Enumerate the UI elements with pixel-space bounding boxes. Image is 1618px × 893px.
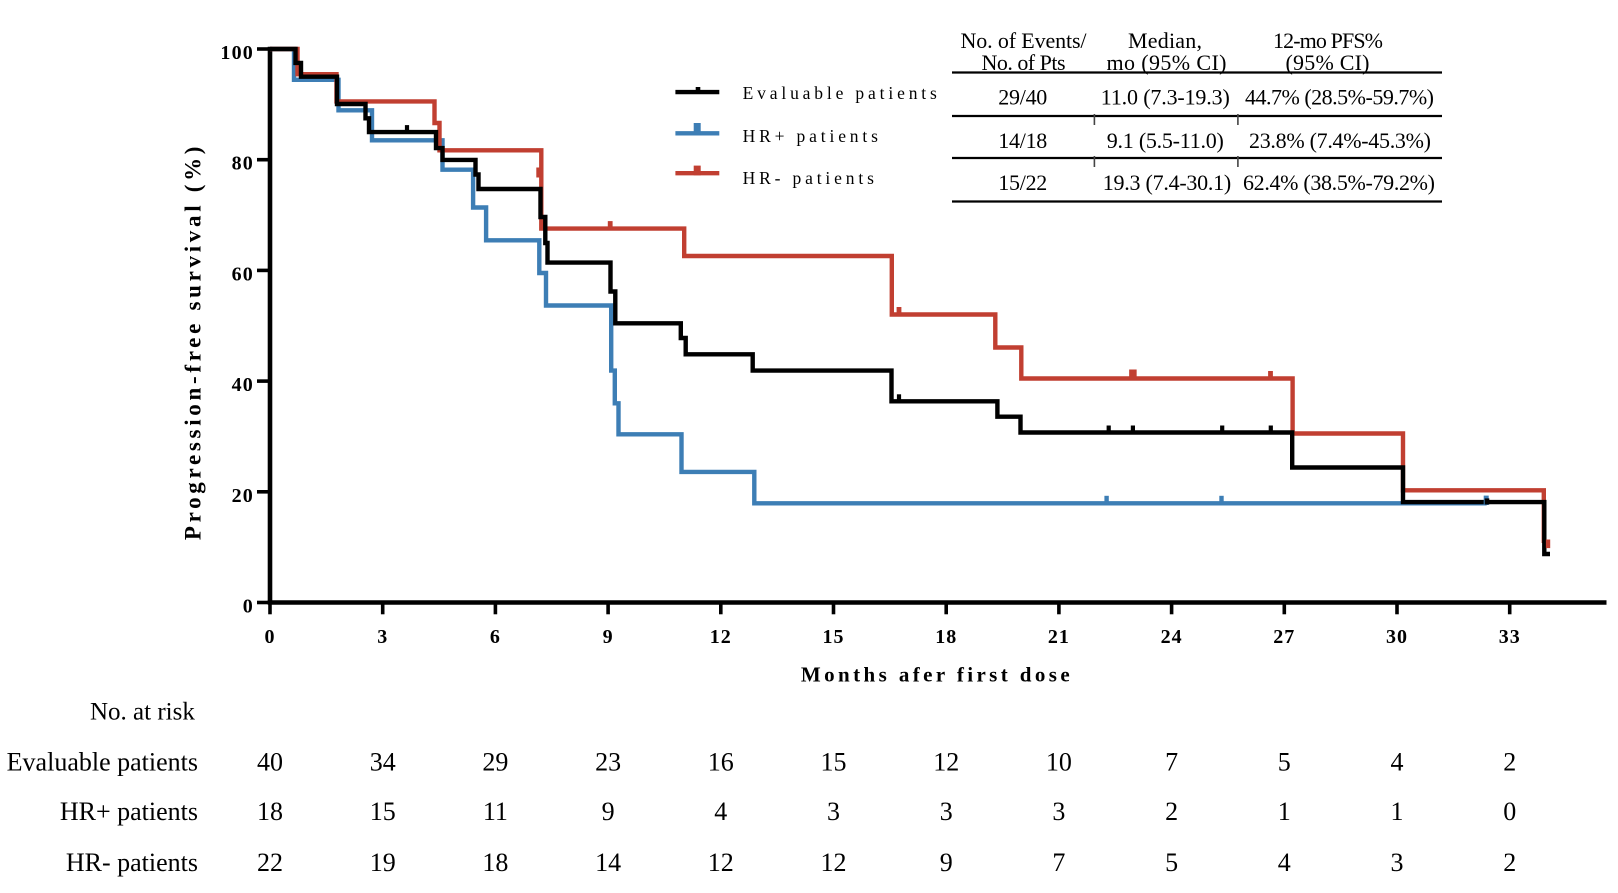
svg-text:19.3 (7.4-30.1): 19.3 (7.4-30.1) — [1103, 170, 1232, 195]
svg-text:100: 100 — [220, 42, 254, 64]
svg-text:18: 18 — [935, 626, 957, 648]
svg-text:15: 15 — [370, 797, 396, 826]
svg-text:16: 16 — [708, 748, 734, 777]
svg-text:5: 5 — [1278, 748, 1291, 777]
svg-text:1: 1 — [1278, 797, 1291, 826]
svg-text:18: 18 — [482, 848, 508, 877]
svg-text:No. at risk: No. at risk — [90, 699, 195, 726]
svg-text:18: 18 — [257, 797, 283, 826]
svg-text:15: 15 — [823, 626, 845, 648]
svg-text:29: 29 — [482, 748, 508, 777]
svg-text:HR- patients: HR- patients — [66, 848, 198, 877]
svg-text:9: 9 — [940, 848, 953, 877]
svg-text:9: 9 — [603, 626, 614, 648]
svg-text:23.8% (7.4%-45.3%): 23.8% (7.4%-45.3%) — [1249, 128, 1431, 153]
svg-text:Evaluable patients: Evaluable patients — [7, 748, 198, 777]
svg-text:No. of Events/: No. of Events/ — [961, 28, 1088, 53]
svg-text:HR+ patients: HR+ patients — [60, 797, 198, 826]
svg-text:7: 7 — [1052, 848, 1065, 877]
svg-text:0: 0 — [243, 596, 254, 618]
svg-text:12-mo PFS%: 12-mo PFS% — [1273, 28, 1383, 53]
svg-text:14/18: 14/18 — [998, 128, 1047, 153]
svg-text:0: 0 — [1503, 797, 1516, 826]
svg-text:HR- patients: HR- patients — [743, 168, 878, 188]
svg-text:10: 10 — [1046, 748, 1072, 777]
svg-text:27: 27 — [1273, 626, 1295, 648]
svg-text:5: 5 — [1165, 848, 1178, 877]
svg-text:6: 6 — [490, 626, 501, 648]
svg-text:Months afer first dose: Months afer first dose — [801, 663, 1073, 687]
svg-text:3: 3 — [827, 797, 840, 826]
svg-text:11.0 (7.3-19.3): 11.0 (7.3-19.3) — [1101, 85, 1230, 110]
svg-text:12: 12 — [821, 848, 847, 877]
svg-text:9.1 (5.5-11.0): 9.1 (5.5-11.0) — [1107, 128, 1224, 153]
svg-text:20: 20 — [232, 485, 254, 507]
svg-text:9: 9 — [602, 797, 615, 826]
svg-text:21: 21 — [1048, 626, 1070, 648]
svg-text:19: 19 — [370, 848, 396, 877]
svg-text:12: 12 — [710, 626, 732, 648]
svg-text:30: 30 — [1386, 626, 1408, 648]
svg-text:15/22: 15/22 — [998, 170, 1047, 195]
svg-text:Median,: Median, — [1128, 28, 1202, 53]
svg-text:23: 23 — [595, 748, 621, 777]
svg-text:3: 3 — [940, 797, 953, 826]
svg-text:12: 12 — [708, 848, 734, 877]
svg-text:Evaluable patients: Evaluable patients — [743, 83, 941, 103]
svg-text:HR+ patients: HR+ patients — [743, 126, 882, 146]
svg-text:33: 33 — [1499, 626, 1521, 648]
svg-text:40: 40 — [257, 748, 283, 777]
svg-text:3: 3 — [1052, 797, 1065, 826]
svg-text:1: 1 — [1391, 797, 1404, 826]
svg-text:4: 4 — [1391, 748, 1404, 777]
svg-text:0: 0 — [265, 626, 276, 648]
svg-text:3: 3 — [377, 626, 388, 648]
svg-text:2: 2 — [1165, 797, 1178, 826]
svg-text:22: 22 — [257, 848, 283, 877]
svg-text:80: 80 — [232, 153, 254, 175]
svg-text:2: 2 — [1503, 848, 1516, 877]
svg-text:62.4% (38.5%-79.2%): 62.4% (38.5%-79.2%) — [1243, 170, 1435, 195]
svg-text:4: 4 — [714, 797, 727, 826]
svg-text:2: 2 — [1503, 748, 1516, 777]
svg-text:40: 40 — [232, 374, 254, 396]
svg-text:4: 4 — [1278, 848, 1291, 877]
svg-text:12: 12 — [933, 748, 959, 777]
svg-text:(95% CI): (95% CI) — [1286, 50, 1370, 75]
svg-text:No. of Pts: No. of Pts — [982, 50, 1066, 75]
svg-text:3: 3 — [1391, 848, 1404, 877]
svg-text:29/40: 29/40 — [998, 85, 1047, 110]
svg-text:24: 24 — [1161, 626, 1183, 648]
svg-text:60: 60 — [232, 263, 254, 285]
svg-text:34: 34 — [370, 748, 396, 777]
svg-text:14: 14 — [595, 848, 621, 877]
svg-text:Progression-free survival (%): Progression-free survival (%) — [181, 143, 206, 540]
svg-text:7: 7 — [1165, 748, 1178, 777]
svg-text:11: 11 — [483, 797, 508, 826]
svg-text:15: 15 — [821, 748, 847, 777]
svg-text:44.7% (28.5%-59.7%): 44.7% (28.5%-59.7%) — [1245, 85, 1434, 110]
svg-text:mo (95% CI): mo (95% CI) — [1107, 50, 1227, 75]
